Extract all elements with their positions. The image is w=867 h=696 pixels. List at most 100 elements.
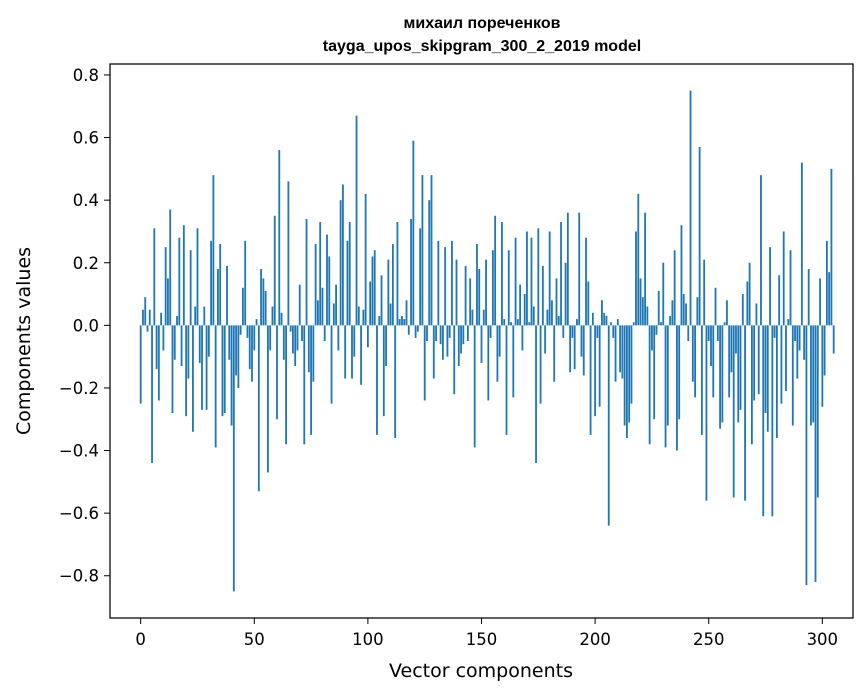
bar-125 [423,325,426,401]
bar-227 [655,325,658,335]
bar-117 [405,300,408,326]
bar-64 [285,325,287,445]
bar-118 [407,325,410,335]
bar-60 [276,325,278,420]
bar-92 [348,222,351,326]
bar-171 [528,322,531,326]
bar-1 [142,309,144,326]
bar-177 [541,265,544,326]
bar-219 [637,193,640,326]
bar-157 [496,325,499,382]
bar-94 [353,325,356,357]
bar-253 [714,287,717,326]
bar-56 [267,325,269,473]
bar-228 [657,290,660,326]
bar-41 [232,325,235,592]
x-tick-label: 150 [466,630,498,649]
bar-266 [744,325,746,501]
bar-244 [694,325,696,398]
bar-2 [144,297,147,326]
bar-127 [428,200,431,326]
bar-88 [339,200,342,326]
bar-30 [207,325,210,357]
bar-230 [662,262,665,326]
bar-58 [271,306,274,326]
bar-91 [346,240,349,326]
bar-153 [487,325,490,401]
bar-298 [816,325,819,498]
bar-98 [362,309,365,326]
bar-146 [471,309,474,326]
bar-59 [273,215,276,326]
bar-303 [828,272,831,326]
y-tick-label: 0.8 [73,66,99,85]
bar-130 [435,325,437,341]
bar-31 [210,240,213,326]
bar-162 [507,250,510,326]
bar-278 [771,325,774,517]
bar-260 [730,325,733,373]
bar-21 [187,325,190,379]
bar-297 [814,325,817,583]
bar-204 [603,312,606,326]
bar-262 [735,325,737,354]
bar-144 [466,325,469,341]
bar-6 [153,228,156,326]
bar-176 [539,325,542,404]
bar-201 [596,325,599,338]
bar-61 [278,150,281,326]
bar-75 [310,325,312,435]
bar-9 [160,312,163,326]
bar-180 [548,231,551,326]
bar-115 [401,315,403,326]
bar-191 [573,325,576,370]
bar-25 [196,228,199,326]
bar-173 [532,306,535,326]
bar-155 [491,250,494,326]
bar-8 [157,325,160,401]
bar-136 [448,325,451,338]
bar-215 [628,325,631,423]
bar-175 [537,228,540,326]
bar-82 [326,234,328,326]
bar-222 [644,212,647,326]
bar-286 [789,250,792,326]
bar-226 [653,325,656,420]
bar-246 [698,146,701,326]
y-tick-label: 0.2 [73,254,99,273]
bar-203 [601,300,603,326]
bar-32 [212,175,215,326]
bar-121 [414,325,417,338]
bar-247 [700,325,703,435]
bar-167 [519,284,522,326]
y-tick-label: −0.8 [59,567,99,586]
y-axis-ticks: −0.8 −0.6 −0.4 −0.2 0.0 0.2 0.4 0.6 0.8 [59,66,110,586]
bar-270 [753,325,756,401]
bar-27 [201,325,203,410]
bar-234 [671,300,674,326]
bar-198 [589,325,592,435]
bar-140 [457,325,460,367]
bar-277 [769,247,771,326]
bar-19 [182,225,185,326]
bar-301 [823,325,826,376]
bar-182 [553,325,556,382]
bar-83 [328,256,331,326]
bar-174 [535,325,537,464]
bar-0 [139,325,142,404]
bar-296 [812,325,815,423]
bar-159 [501,222,503,326]
chart-title: михаил пореченков [404,15,561,32]
bar-119 [410,218,412,326]
bar-26 [198,325,201,363]
bar-107 [382,325,385,417]
bar-79 [319,222,322,326]
bar-233 [669,315,671,326]
bar-232 [666,325,669,426]
bar-207 [610,322,612,326]
bar-295 [810,325,812,426]
bar-135 [446,325,449,357]
bar-68 [294,325,297,367]
bar-190 [571,325,574,338]
bar-241 [687,325,690,341]
